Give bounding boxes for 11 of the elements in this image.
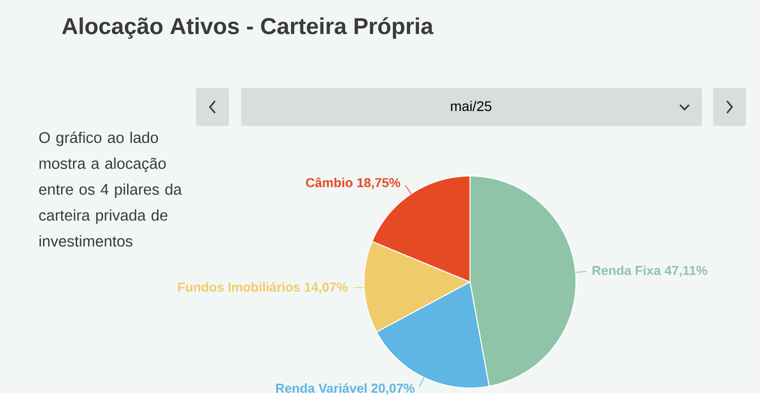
- data-label: 14,07%: [304, 282, 348, 294]
- slice-label: Câmbio: [306, 177, 352, 188]
- slice-label: Fundos Imobiliários: [178, 282, 300, 292]
- data-label: 20,07%: [371, 384, 415, 395]
- slice-label: Renda Variável: [276, 383, 367, 393]
- slice-label: Renda Fixa: [592, 266, 661, 276]
- data-label: 47,11%: [664, 266, 708, 277]
- chart-subtitle: mai/25: [450, 100, 492, 112]
- text: O gráfico ao lado mostra a alocação entre os 4 pilares da carteira privada de investimentos: [39, 132, 182, 247]
- data-label: 18,75%: [357, 178, 400, 190]
- chart-title: Alocação Ativos - Carteira Própria: [62, 17, 434, 39]
